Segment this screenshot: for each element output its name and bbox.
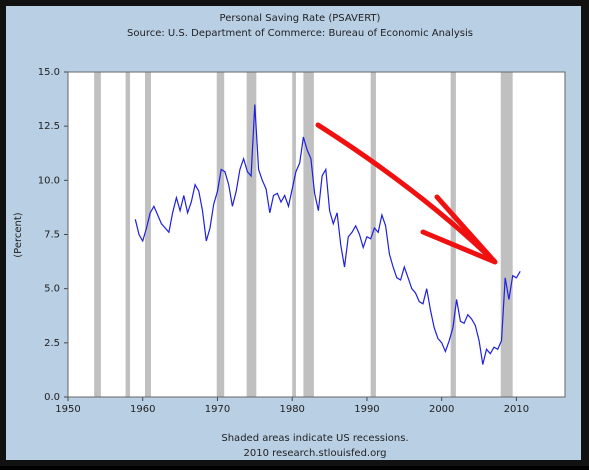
plot: 0.0 2.5 5.0 7.5 10.0 12.5 15.0 1950 1960 1970 1980… (38, 67, 566, 415)
plot-area (68, 72, 565, 397)
y-tick-label: 5.0 (44, 284, 60, 295)
y-tick-label: 12.5 (38, 121, 60, 132)
recession-band (216, 72, 225, 397)
chart-subtitle: Source: U.S. Department of Commerce: Bur… (127, 28, 473, 39)
recession-band (292, 72, 296, 397)
x-tick-label: 2000 (429, 404, 454, 415)
recession-band (370, 72, 376, 397)
x-tick-label: 1980 (279, 404, 304, 415)
y-axis-label: (Percent) (13, 212, 24, 258)
recession-band (303, 72, 314, 397)
arrow-head (420, 194, 497, 265)
recession-band (500, 72, 513, 397)
recession-band (94, 72, 101, 397)
plot-border (67, 71, 566, 398)
note: Shaded areas indicate US recessions. (221, 433, 408, 444)
x-tick-label: 1990 (354, 404, 379, 415)
recession-band (125, 72, 131, 397)
arrow (315, 122, 498, 265)
data-line (134, 104, 521, 365)
recession-band (144, 72, 151, 397)
x-tick-label: 1970 (205, 404, 230, 415)
y-tick-label: 10.0 (38, 175, 60, 186)
y-tick-label: 7.5 (44, 230, 60, 241)
note: 2010 research.stlouisfed.org (243, 448, 386, 459)
x-tick-label: 2010 (504, 404, 529, 415)
y-tick-label: 15.0 (38, 67, 60, 78)
x-tick-label: 1950 (55, 404, 80, 415)
y-tick-label: 0.0 (44, 392, 60, 403)
x-tick-label: 1960 (130, 404, 155, 415)
recession-band (450, 72, 456, 397)
recession-band (246, 72, 257, 397)
chart-title: Personal Saving Rate (PSAVERT) (220, 13, 381, 24)
y-tick-label: 2.5 (44, 338, 60, 349)
